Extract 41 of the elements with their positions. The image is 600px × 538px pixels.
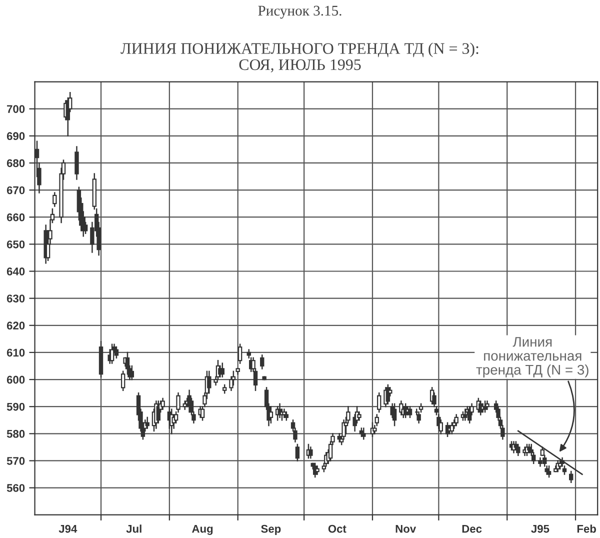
- x-tick-label: Aug: [192, 524, 213, 535]
- x-tick-label: J95: [531, 524, 550, 533]
- candlestick: [114, 346, 119, 358]
- candlestick: [569, 470, 574, 484]
- candlestick: [120, 370, 126, 391]
- y-tick-label: 640: [6, 268, 25, 276]
- y-tick-label: 690: [6, 132, 25, 140]
- annotation: Линия понижательная тренда ТД (N = 3): [476, 337, 588, 378]
- x-tick-label: Oct: [328, 524, 346, 533]
- candlestick: [74, 146, 79, 180]
- y-tick-label: 630: [6, 294, 25, 302]
- candlestick: [392, 403, 397, 426]
- candlestick: [220, 362, 224, 378]
- y-tick-label: 650: [6, 240, 25, 248]
- candlestick: [308, 446, 313, 459]
- candlestick: [52, 192, 57, 207]
- chart-title: Рисунок 3.15.: [258, 6, 342, 19]
- x-tick-label: Sep: [261, 524, 281, 535]
- y-tick-label: 590: [6, 402, 25, 411]
- x-tick-label: Feb: [577, 524, 596, 533]
- y-tick-label: 620: [6, 322, 25, 330]
- y-tick-label: 670: [6, 186, 25, 194]
- candlestick: [260, 354, 264, 370]
- y-tick-label: 570: [6, 456, 25, 465]
- y-tick-label: 560: [6, 484, 25, 492]
- y-tick-label: 660: [6, 213, 25, 222]
- x-tick-label: Dec: [462, 524, 482, 533]
- y-tick-label: 580: [6, 430, 25, 438]
- candlestick: [295, 444, 300, 462]
- chart-subtitle: ЛИНИЯ ПОНИЖАТЕЛЬНОГО ТРЕНДА ТД (N = 3): СОЯ, ИЮЛЬ 1995: [120, 42, 478, 72]
- candlestick: [268, 406, 274, 424]
- candlestick: [145, 416, 150, 429]
- x-tick-label: Jul: [126, 524, 142, 533]
- candlestick: [377, 392, 382, 413]
- x-tick-label: J94: [58, 524, 78, 533]
- y-tick-label: 610: [6, 348, 25, 357]
- y-tick-label: 680: [6, 159, 25, 168]
- candlestick: [238, 344, 242, 364]
- x-tick-label: Nov: [396, 524, 416, 533]
- y-tick-label: 600: [6, 376, 25, 384]
- y-tick-label: 700: [7, 105, 25, 113]
